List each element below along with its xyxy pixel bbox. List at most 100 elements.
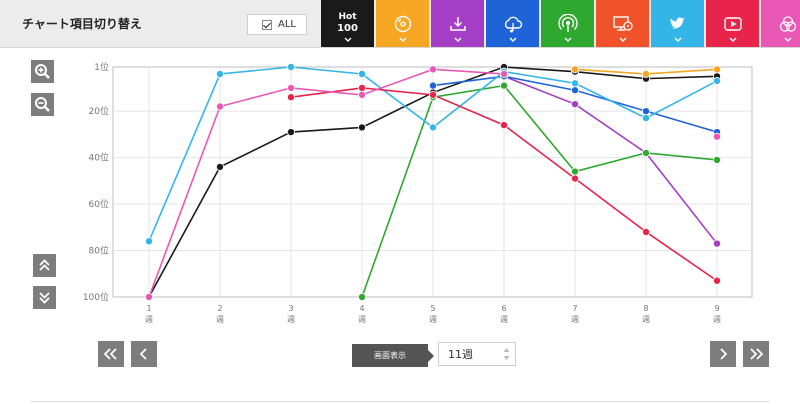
x-tick-label: 6 bbox=[501, 304, 506, 313]
data-point bbox=[286, 93, 295, 102]
all-checkbox[interactable]: ALL bbox=[247, 14, 307, 35]
tab-twitter[interactable] bbox=[651, 0, 704, 47]
data-point bbox=[713, 76, 722, 85]
y-tick-label: 40位 bbox=[89, 152, 109, 164]
week-select[interactable]: 11週 bbox=[438, 342, 516, 366]
chevron-down-icon bbox=[619, 37, 626, 42]
data-point bbox=[286, 83, 295, 92]
data-point bbox=[357, 292, 366, 301]
x-tick-unit: 週 bbox=[358, 315, 366, 324]
data-point bbox=[571, 174, 580, 183]
data-point bbox=[713, 155, 722, 164]
cloud-music-icon bbox=[504, 16, 522, 32]
data-point bbox=[499, 69, 508, 78]
chart-tabs: Hot 100 bbox=[321, 0, 800, 47]
data-point bbox=[642, 114, 651, 123]
spinner-icon[interactable] bbox=[503, 347, 510, 361]
download-icon bbox=[449, 16, 466, 31]
x-tick-label: 4 bbox=[359, 304, 364, 313]
x-tick-unit: 週 bbox=[500, 315, 508, 324]
y-tick-label: 60位 bbox=[89, 198, 109, 210]
chart-toggle-bar: チャート項目切り替え ALL Hot 100 bbox=[0, 0, 800, 48]
chevron-down-icon bbox=[454, 37, 461, 42]
tab-lookup[interactable] bbox=[761, 0, 800, 47]
first-page-button[interactable] bbox=[98, 341, 124, 367]
data-point bbox=[428, 90, 437, 99]
data-point bbox=[713, 65, 722, 74]
tab-cd[interactable] bbox=[376, 0, 429, 47]
data-point bbox=[571, 79, 580, 88]
x-tick-label: 5 bbox=[430, 304, 435, 313]
series-line bbox=[503, 75, 718, 245]
x-tick-unit: 週 bbox=[287, 315, 295, 324]
data-point bbox=[713, 132, 722, 141]
data-point bbox=[357, 83, 366, 92]
data-point bbox=[642, 227, 651, 236]
x-tick-unit: 週 bbox=[429, 315, 437, 324]
prev-page-button[interactable] bbox=[131, 341, 157, 367]
chevron-down-icon bbox=[344, 37, 351, 42]
tab-radio[interactable] bbox=[541, 0, 594, 47]
scroll-top-button[interactable] bbox=[33, 254, 56, 277]
data-point bbox=[571, 65, 580, 74]
data-point bbox=[642, 148, 651, 157]
data-point bbox=[357, 90, 366, 99]
data-point bbox=[642, 69, 651, 78]
data-point bbox=[428, 81, 437, 90]
radio-icon bbox=[557, 13, 578, 32]
tab-youtube[interactable] bbox=[706, 0, 759, 47]
tab-video[interactable] bbox=[596, 0, 649, 47]
data-point bbox=[286, 63, 295, 72]
chevron-down-icon bbox=[564, 37, 571, 42]
data-point bbox=[713, 276, 722, 285]
data-point bbox=[642, 107, 651, 116]
y-tick-label: 100位 bbox=[83, 291, 109, 303]
toggle-title: チャート項目切り替え bbox=[22, 17, 142, 31]
x-tick-label: 2 bbox=[217, 304, 222, 313]
chevron-down-icon bbox=[674, 37, 681, 42]
last-page-button[interactable] bbox=[743, 341, 769, 367]
data-point bbox=[428, 123, 437, 132]
scroll-bottom-button[interactable] bbox=[33, 286, 56, 309]
data-point bbox=[357, 123, 366, 132]
bottom-divider bbox=[30, 401, 770, 402]
tab-download[interactable] bbox=[431, 0, 484, 47]
checkbox-icon[interactable] bbox=[262, 19, 272, 30]
x-tick-label: 9 bbox=[714, 304, 719, 313]
series-line bbox=[148, 68, 505, 298]
zoom-out-button[interactable] bbox=[31, 93, 54, 116]
tab-hot100[interactable]: Hot 100 bbox=[321, 0, 374, 47]
tv-icon bbox=[612, 15, 633, 31]
y-tick-label: 20位 bbox=[89, 105, 109, 117]
hot-tab-line2: 100 bbox=[337, 23, 358, 34]
all-label: ALL bbox=[278, 19, 296, 30]
data-point bbox=[571, 167, 580, 176]
tab-streaming[interactable] bbox=[486, 0, 539, 47]
data-point bbox=[499, 121, 508, 130]
data-point bbox=[571, 100, 580, 109]
data-point bbox=[571, 86, 580, 95]
x-tick-label: 8 bbox=[643, 304, 648, 313]
x-tick-unit: 週 bbox=[642, 315, 650, 324]
display-button[interactable]: 画面表示 bbox=[352, 344, 434, 367]
data-point bbox=[713, 239, 722, 248]
twitter-icon bbox=[669, 17, 685, 29]
y-tick-label: 1位 bbox=[94, 61, 109, 73]
next-page-button[interactable] bbox=[710, 341, 736, 367]
zoom-in-button[interactable] bbox=[31, 60, 54, 83]
hot-tab-line1: Hot bbox=[338, 12, 357, 22]
circles-icon bbox=[779, 15, 796, 32]
x-tick-label: 3 bbox=[288, 304, 293, 313]
x-tick-label: 1 bbox=[146, 304, 151, 313]
y-tick-label: 80位 bbox=[89, 245, 109, 257]
data-point bbox=[215, 162, 224, 171]
chevron-down-icon bbox=[729, 37, 736, 42]
data-point bbox=[428, 65, 437, 74]
x-tick-unit: 週 bbox=[713, 315, 721, 324]
data-point bbox=[215, 102, 224, 111]
data-point bbox=[215, 69, 224, 78]
x-tick-label: 7 bbox=[572, 304, 577, 313]
chevron-down-icon bbox=[399, 37, 406, 42]
youtube-icon bbox=[723, 16, 742, 31]
